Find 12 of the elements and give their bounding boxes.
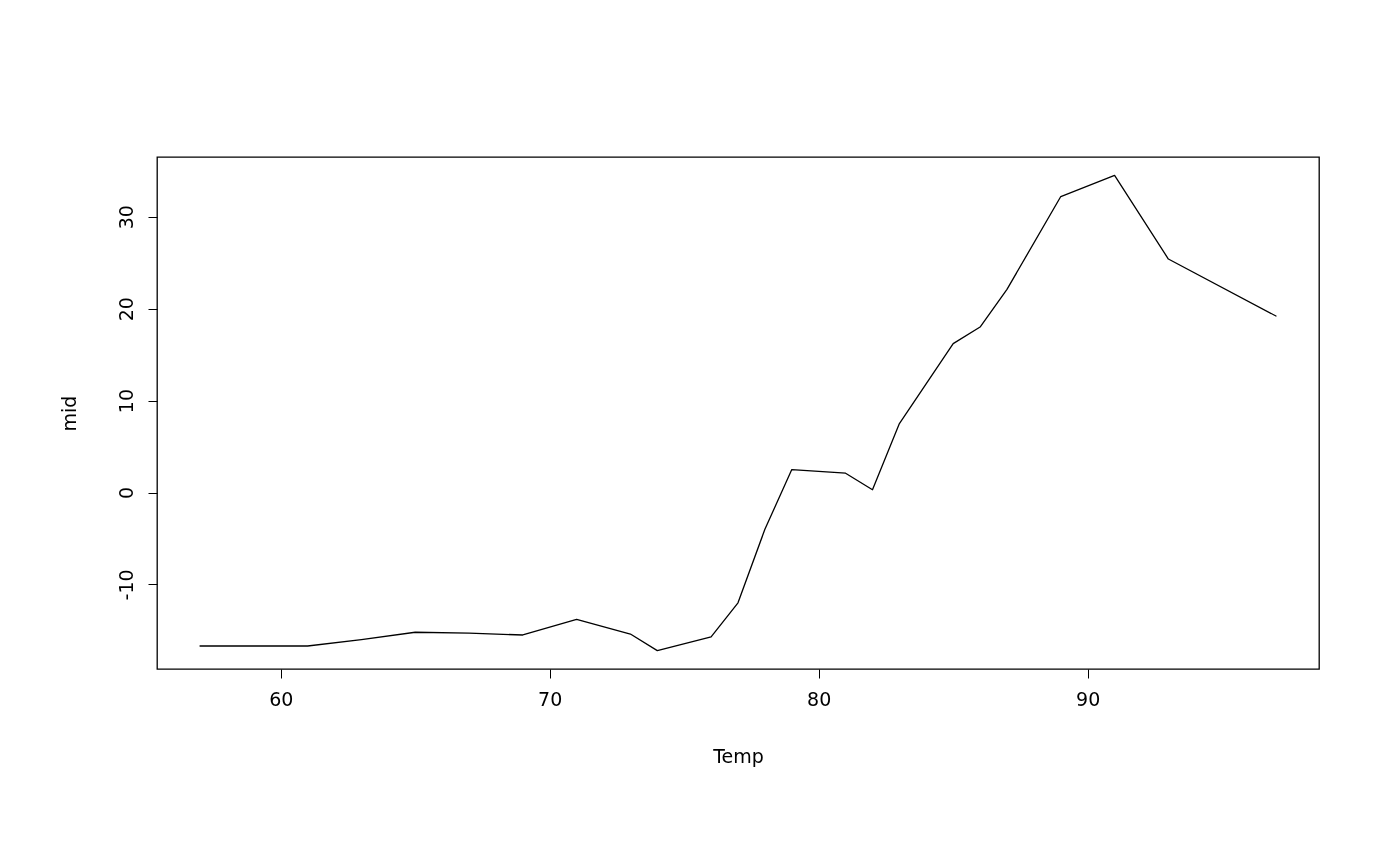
x-tick-label: 70: [538, 687, 563, 710]
x-axis-title: Temp: [712, 744, 764, 767]
y-tick-label: -10: [114, 569, 137, 601]
y-tick-label: 0: [114, 486, 137, 500]
y-tick-label: 30: [114, 205, 137, 230]
y-axis-title: mid: [57, 395, 80, 432]
x-tick-label: 80: [807, 687, 832, 710]
y-tick-label: 20: [114, 297, 137, 322]
x-tick-label: 60: [269, 687, 294, 710]
line-series: [199, 174, 1277, 652]
x-tick-label: 90: [1076, 687, 1101, 710]
y-tick-label: 10: [114, 389, 137, 414]
